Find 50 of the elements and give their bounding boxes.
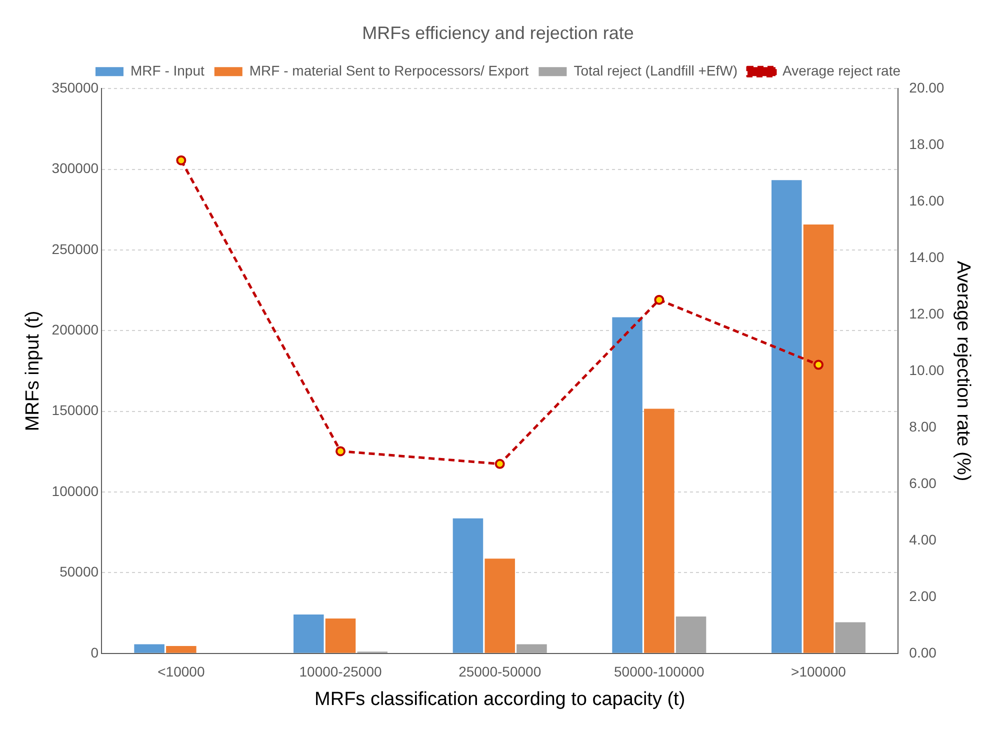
y-tick-label: 150000 bbox=[52, 402, 99, 418]
point bbox=[654, 294, 664, 305]
point bbox=[176, 155, 186, 166]
y2-tick-label: 10.00 bbox=[909, 362, 944, 378]
y2-tick-label: 14.00 bbox=[909, 248, 944, 265]
bar bbox=[452, 518, 484, 653]
y2-tick-label: 16.00 bbox=[909, 192, 944, 208]
bar bbox=[644, 408, 674, 653]
y-tick-label: 100000 bbox=[52, 482, 99, 499]
y2-axis-title: Average rejection rate (%) bbox=[952, 260, 974, 482]
y2-tick-label: 0.00 bbox=[909, 644, 937, 660]
y2-tick-label: 8.00 bbox=[909, 418, 937, 434]
bar bbox=[803, 224, 834, 653]
y2-tick-label: 20.00 bbox=[909, 79, 944, 96]
y2-tick-label: 6.00 bbox=[909, 474, 937, 491]
x-tick-label: 50000-100000 bbox=[614, 664, 705, 680]
y2-tick-label: 4.00 bbox=[909, 531, 937, 548]
bar bbox=[484, 558, 515, 653]
bar bbox=[166, 646, 196, 653]
bar bbox=[772, 180, 802, 653]
chart-title: MRFs efficiency and rejection rate bbox=[362, 22, 634, 43]
x-tick-label: 25000-50000 bbox=[458, 664, 542, 680]
y2-tick-label: 2.00 bbox=[909, 588, 937, 604]
y-tick-label: 200000 bbox=[52, 322, 99, 338]
legend-label: Total reject (Landfill +EfW) bbox=[574, 62, 738, 78]
x-tick-label: <10000 bbox=[158, 664, 205, 680]
y-axis-title: MRFs input (t) bbox=[22, 310, 44, 432]
bar bbox=[516, 644, 547, 653]
bar bbox=[325, 618, 356, 653]
point bbox=[814, 360, 824, 370]
y-tick-label: 350000 bbox=[52, 79, 99, 96]
y2-tick-label: 12.00 bbox=[909, 305, 944, 322]
bar bbox=[612, 317, 642, 653]
x-tick-label: 10000-25000 bbox=[299, 664, 382, 680]
point bbox=[336, 446, 346, 456]
bar bbox=[134, 644, 164, 653]
legend-label: MRF - Input bbox=[130, 62, 204, 78]
bar bbox=[676, 616, 706, 653]
bar bbox=[835, 622, 866, 653]
legend-label: MRF - material Sent to Rerpocessors/ Export bbox=[249, 62, 529, 78]
y-tick-label: 50000 bbox=[60, 564, 99, 580]
bar bbox=[294, 614, 324, 653]
point bbox=[494, 458, 505, 469]
y-tick-label: 0 bbox=[90, 644, 99, 660]
y2-tick-label: 18.00 bbox=[909, 136, 944, 152]
y-tick-label: 300000 bbox=[52, 160, 99, 176]
legend-label: Average reject rate bbox=[782, 62, 901, 78]
x-axis-title: MRFs classification according to capacity (t) bbox=[314, 688, 686, 710]
x-tick-label: >100000 bbox=[791, 664, 846, 680]
y-tick-label: 250000 bbox=[52, 240, 99, 257]
